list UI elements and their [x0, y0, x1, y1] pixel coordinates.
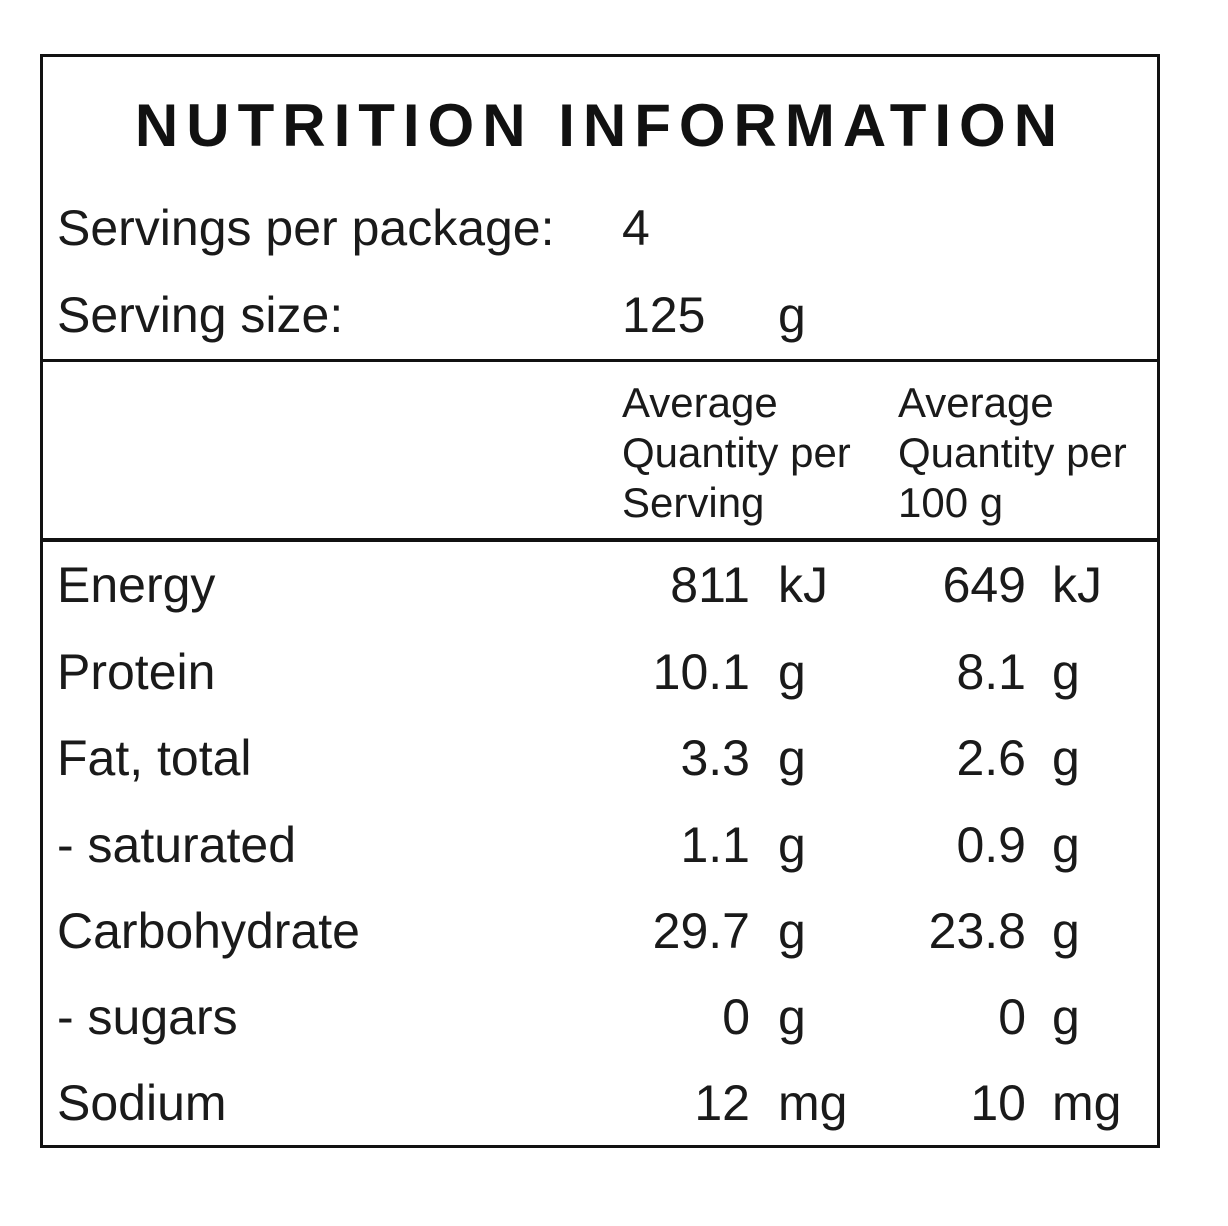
- per-100g-value: 10: [970, 1075, 1026, 1131]
- per-100g-unit: g: [1052, 903, 1080, 959]
- column-header-per-serving: Average Quantity per Serving: [622, 378, 892, 528]
- per-serving-unit: g: [778, 989, 806, 1045]
- per-100g-unit: kJ: [1052, 557, 1102, 613]
- per-100g-unit: g: [1052, 730, 1080, 786]
- per-serving-value: 811: [670, 557, 750, 613]
- per-serving-value: 3.3: [680, 730, 750, 786]
- per-serving-unit: g: [778, 644, 806, 700]
- table-row: - saturated 1.1 g 0.9 g: [0, 820, 1228, 906]
- nutrient-name: Carbohydrate: [57, 903, 360, 959]
- per-100g-value: 0.9: [956, 817, 1026, 873]
- per-serving-value: 29.7: [652, 903, 750, 959]
- per-100g-value: 8.1: [956, 644, 1026, 700]
- nutrient-name: - saturated: [57, 817, 297, 873]
- header-divider: [40, 359, 1160, 362]
- per-serving-unit: g: [778, 817, 806, 873]
- nutrient-name: Energy: [57, 557, 216, 613]
- table-row: Fat, total 3.3 g 2.6 g: [0, 733, 1228, 819]
- nutrient-name: Protein: [57, 644, 216, 700]
- nutrient-name: Sodium: [57, 1075, 227, 1131]
- per-serving-unit: g: [778, 730, 806, 786]
- column-header-line: Average: [622, 379, 778, 426]
- serving-size-unit: g: [778, 287, 806, 343]
- column-header-line: Serving: [622, 479, 765, 526]
- column-header-line: Quantity per: [898, 429, 1127, 476]
- per-100g-unit: g: [1052, 644, 1080, 700]
- per-100g-value: 0: [998, 989, 1026, 1045]
- per-serving-value: 12: [694, 1075, 750, 1131]
- serving-size-value: 125: [622, 287, 706, 343]
- column-header-per-100g: Average Quantity per 100 g: [898, 378, 1168, 528]
- table-row: - sugars 0 g 0 g: [0, 992, 1228, 1078]
- panel-title: NUTRITION INFORMATION: [134, 92, 1066, 159]
- per-serving-value: 10.1: [652, 644, 750, 700]
- nutrition-panel: [40, 54, 1160, 1148]
- per-serving-unit: kJ: [778, 557, 828, 613]
- per-100g-unit: mg: [1052, 1075, 1122, 1131]
- nutrient-name: - sugars: [57, 989, 238, 1045]
- serving-size-label: Serving size:: [57, 287, 344, 343]
- per-serving-value: 1.1: [680, 817, 750, 873]
- table-row: Protein 10.1 g 8.1 g: [0, 647, 1228, 733]
- column-header-line: 100 g: [898, 479, 1004, 526]
- per-100g-value: 23.8: [928, 903, 1026, 959]
- per-100g-value: 2.6: [956, 730, 1026, 786]
- per-100g-unit: g: [1052, 817, 1080, 873]
- nutrient-name: Fat, total: [57, 730, 252, 786]
- table-row: Sodium 12 mg 10 mg: [0, 1078, 1228, 1164]
- per-serving-unit: g: [778, 903, 806, 959]
- per-serving-value: 0: [722, 989, 750, 1045]
- servings-per-package-value: 4: [622, 200, 650, 256]
- servings-per-package-label: Servings per package:: [57, 200, 555, 256]
- column-header-line: Average: [898, 379, 1054, 426]
- table-divider: [40, 538, 1160, 542]
- table-row: Energy 811 kJ 649 kJ: [0, 560, 1228, 646]
- per-100g-unit: g: [1052, 989, 1080, 1045]
- per-serving-unit: mg: [778, 1075, 848, 1131]
- per-100g-value: 649: [942, 557, 1026, 613]
- table-row: Carbohydrate 29.7 g 23.8 g: [0, 906, 1228, 992]
- column-header-line: Quantity per: [622, 429, 851, 476]
